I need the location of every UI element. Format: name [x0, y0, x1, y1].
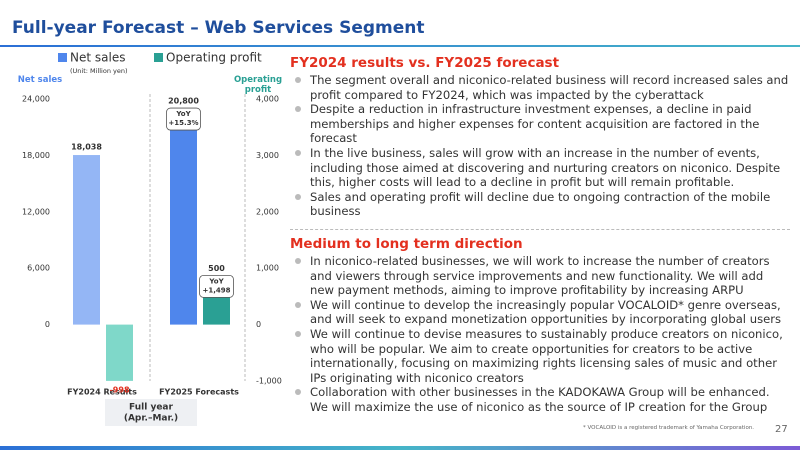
bar	[106, 324, 133, 381]
y2-tick-label: 4,000	[256, 95, 279, 104]
bullet: We will continue to devise measures to s…	[295, 327, 790, 385]
x-axis-title: Full year	[129, 403, 173, 413]
yoy-label: YoY	[208, 277, 224, 285]
yoy-label: +1,498	[202, 286, 230, 294]
x-axis-title: (Apr.–Mar.)	[124, 414, 178, 424]
slide-title: Full-year Forecast – Web Services Segmen…	[12, 18, 425, 38]
separator	[290, 228, 790, 230]
bar	[203, 296, 230, 325]
y2-tick-label: 1,000	[256, 264, 279, 273]
value-label: 500	[208, 264, 225, 273]
legend-swatch	[154, 53, 163, 62]
bullet: We will continue to develop the increasi…	[295, 298, 790, 327]
y2-tick-label: -1,000	[256, 377, 282, 386]
x-label-box	[105, 399, 197, 426]
bar	[170, 129, 197, 325]
legend-swatch	[58, 53, 67, 62]
value-label: -998	[109, 385, 129, 394]
bullet: Collaboration with other businesses in t…	[295, 385, 790, 414]
x-tick-label: FY2024 Results	[67, 388, 137, 397]
value-label: 18,038	[71, 143, 102, 152]
y2-tick-label: 0	[256, 320, 261, 329]
yoy-box	[166, 107, 201, 131]
y2-tick-label: 2,000	[256, 207, 279, 216]
page-number: 27	[775, 424, 788, 435]
legend-label: Net sales	[70, 51, 125, 65]
bullet: Sales and operating profit will decline …	[295, 190, 790, 219]
bullet: Despite a reduction in infrastructure in…	[295, 102, 790, 146]
bullet-list: In niconico-related businesses, we will …	[290, 254, 790, 415]
y-axis-title: Net sales	[17, 75, 63, 85]
title-rule	[0, 45, 800, 47]
bar	[73, 155, 100, 325]
x-tick-label: FY2025 Forecasts	[159, 388, 239, 397]
bullet-list: The segment overall and niconico-related…	[290, 73, 790, 219]
y-tick-label: 18,000	[22, 151, 50, 160]
section-heading: Medium to long term direction	[290, 235, 523, 252]
value-label: 20,800	[168, 97, 199, 106]
bullet: In the live business, sales will grow wi…	[295, 146, 790, 190]
yoy-box	[199, 274, 234, 298]
y-tick-label: 6,000	[27, 264, 50, 273]
section: Medium to long term direction In niconico…	[290, 236, 790, 415]
y2-axis-title: Operating profit	[233, 75, 283, 95]
footnote: * VOCALOID is a registered trademark of …	[583, 425, 755, 431]
yoy-label: YoY	[175, 110, 191, 118]
bullet: In niconico-related businesses, we will …	[295, 254, 790, 298]
y2-tick-label: 3,000	[256, 151, 279, 160]
bullet: The segment overall and niconico-related…	[295, 73, 789, 102]
bottom-edge	[0, 446, 800, 450]
unit-note: (Unit: Million yen)	[70, 67, 128, 75]
y-tick-label: 12,000	[22, 207, 50, 216]
chart: Net sales Operating profit (Unit: Million …	[22, 51, 282, 426]
y-tick-label: 24,000	[22, 95, 50, 104]
text-panel: FY2024 results vs. FY2025 forecast The se…	[290, 55, 790, 414]
y-tick-label: 0	[45, 320, 50, 329]
yoy-label: +15.3%	[168, 119, 198, 127]
legend-label: Operating profit	[166, 51, 262, 65]
section: FY2024 results vs. FY2025 forecast The se…	[290, 55, 790, 219]
section-heading: FY2024 results vs. FY2025 forecast	[290, 55, 560, 71]
